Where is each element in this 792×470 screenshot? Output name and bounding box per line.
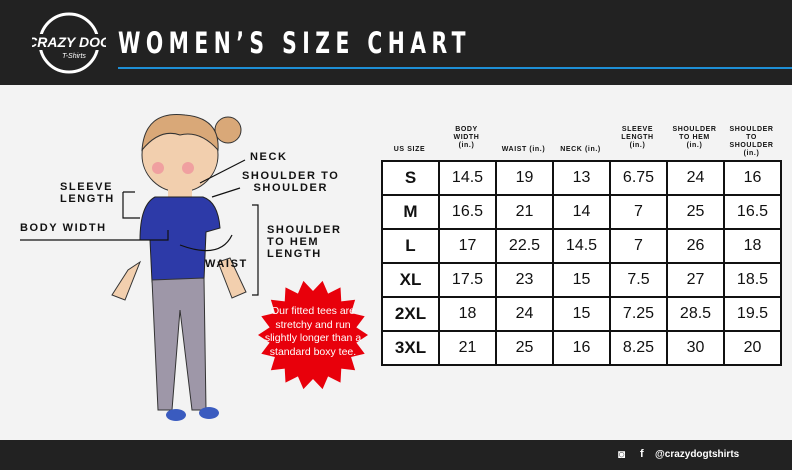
header-sleeve-length: SLEEVE LENGTH (in.) bbox=[621, 126, 654, 149]
measurement-cell: 16 bbox=[552, 330, 611, 366]
instagram-icon[interactable]: ◙ bbox=[618, 447, 626, 461]
measurement-cell: 14.5 bbox=[552, 228, 611, 264]
measurement-cell: 26 bbox=[666, 228, 725, 264]
measurement-cell: 22.5 bbox=[495, 228, 554, 264]
header: CRAZY DOG T-Shirts WOMEN’S SIZE CHART bbox=[0, 0, 792, 85]
size-table: S 14.5 19 13 6.75 24 16 M 16.5 21 14 7 25 16.5 L 17 22.5… bbox=[381, 160, 782, 366]
label-shoulder-to-hem: SHOULDER TO HEM LENGTH bbox=[267, 224, 342, 260]
size-cell: L bbox=[381, 228, 440, 264]
measurement-cell: 19 bbox=[495, 160, 554, 196]
table-row: XL 17.5 23 15 7.5 27 18.5 bbox=[381, 262, 782, 298]
table-row: 2XL 18 24 15 7.25 28.5 19.5 bbox=[381, 296, 782, 332]
header-waist: WAIST (in.) bbox=[501, 146, 546, 153]
measurement-cell: 18 bbox=[438, 296, 497, 332]
measurement-cell: 24 bbox=[666, 160, 725, 196]
facebook-icon[interactable]: f bbox=[640, 448, 644, 460]
measurement-cell: 21 bbox=[495, 194, 554, 230]
page-title: WOMEN’S SIZE CHART bbox=[118, 26, 471, 60]
measurement-cell: 20 bbox=[723, 330, 782, 366]
measurement-cell: 15 bbox=[552, 262, 611, 298]
measurement-cell: 17.5 bbox=[438, 262, 497, 298]
measurement-cell: 18.5 bbox=[723, 262, 782, 298]
measurement-cell: 7.25 bbox=[609, 296, 668, 332]
measurement-cell: 8.25 bbox=[609, 330, 668, 366]
accent-line bbox=[118, 67, 792, 69]
table-row: M 16.5 21 14 7 25 16.5 bbox=[381, 194, 782, 230]
table-row: 3XL 21 25 16 8.25 30 20 bbox=[381, 330, 782, 366]
size-cell: M bbox=[381, 194, 440, 230]
header-neck: NECK (in.) bbox=[560, 146, 601, 153]
label-sleeve-length: SLEEVE LENGTH bbox=[60, 181, 115, 205]
header-shoulder-to-hem: SHOULDER TO HEM (in.) bbox=[672, 126, 717, 149]
table-row: S 14.5 19 13 6.75 24 16 bbox=[381, 160, 782, 196]
header-us-size: US SIZE bbox=[393, 146, 426, 153]
size-cell: 3XL bbox=[381, 330, 440, 366]
measurement-cell: 18 bbox=[723, 228, 782, 264]
measurement-cell: 17 bbox=[438, 228, 497, 264]
label-waist: WAIST bbox=[205, 258, 248, 270]
measurement-cell: 28.5 bbox=[666, 296, 725, 332]
size-cell: XL bbox=[381, 262, 440, 298]
label-shoulder-to-shoulder: SHOULDER TO SHOULDER bbox=[242, 170, 340, 194]
measurement-cell: 23 bbox=[495, 262, 554, 298]
measurement-cell: 14.5 bbox=[438, 160, 497, 196]
measurement-cell: 13 bbox=[552, 160, 611, 196]
footer: ◙ f @crazydogtshirts bbox=[0, 440, 792, 470]
measurement-cell: 19.5 bbox=[723, 296, 782, 332]
table-row: L 17 22.5 14.5 7 26 18 bbox=[381, 228, 782, 264]
measurement-cell: 6.75 bbox=[609, 160, 668, 196]
measurement-cell: 16 bbox=[723, 160, 782, 196]
size-cell: 2XL bbox=[381, 296, 440, 332]
header-shoulder-to-shoulder: SHOULDER TO SHOULDER (in.) bbox=[729, 126, 774, 157]
label-neck: NECK bbox=[250, 151, 288, 163]
measurement-cell: 7.5 bbox=[609, 262, 668, 298]
measurement-cell: 7 bbox=[609, 194, 668, 230]
measurement-cell: 30 bbox=[666, 330, 725, 366]
social-handle[interactable]: @crazydogtshirts bbox=[655, 449, 740, 460]
measurement-cell: 16.5 bbox=[723, 194, 782, 230]
measurement-cell: 15 bbox=[552, 296, 611, 332]
starburst-badge bbox=[258, 280, 368, 390]
svg-text:T-Shirts: T-Shirts bbox=[62, 53, 86, 60]
measurement-cell: 27 bbox=[666, 262, 725, 298]
svg-text:CRAZY DOG: CRAZY DOG bbox=[32, 34, 106, 50]
figure-illustration bbox=[20, 113, 259, 421]
measurement-cell: 21 bbox=[438, 330, 497, 366]
measurement-cell: 24 bbox=[495, 296, 554, 332]
measurement-cell: 7 bbox=[609, 228, 668, 264]
measurement-cell: 25 bbox=[666, 194, 725, 230]
measurement-cell: 16.5 bbox=[438, 194, 497, 230]
crazy-dog-logo: CRAZY DOG T-Shirts bbox=[32, 12, 106, 74]
measurement-cell: 14 bbox=[552, 194, 611, 230]
size-cell: S bbox=[381, 160, 440, 196]
header-body-width: BODY WIDTH (in.) bbox=[453, 126, 480, 149]
measurement-cell: 25 bbox=[495, 330, 554, 366]
label-body-width: BODY WIDTH bbox=[20, 222, 107, 234]
fit-note: Our fitted tees are stretchy and run sli… bbox=[264, 305, 362, 358]
